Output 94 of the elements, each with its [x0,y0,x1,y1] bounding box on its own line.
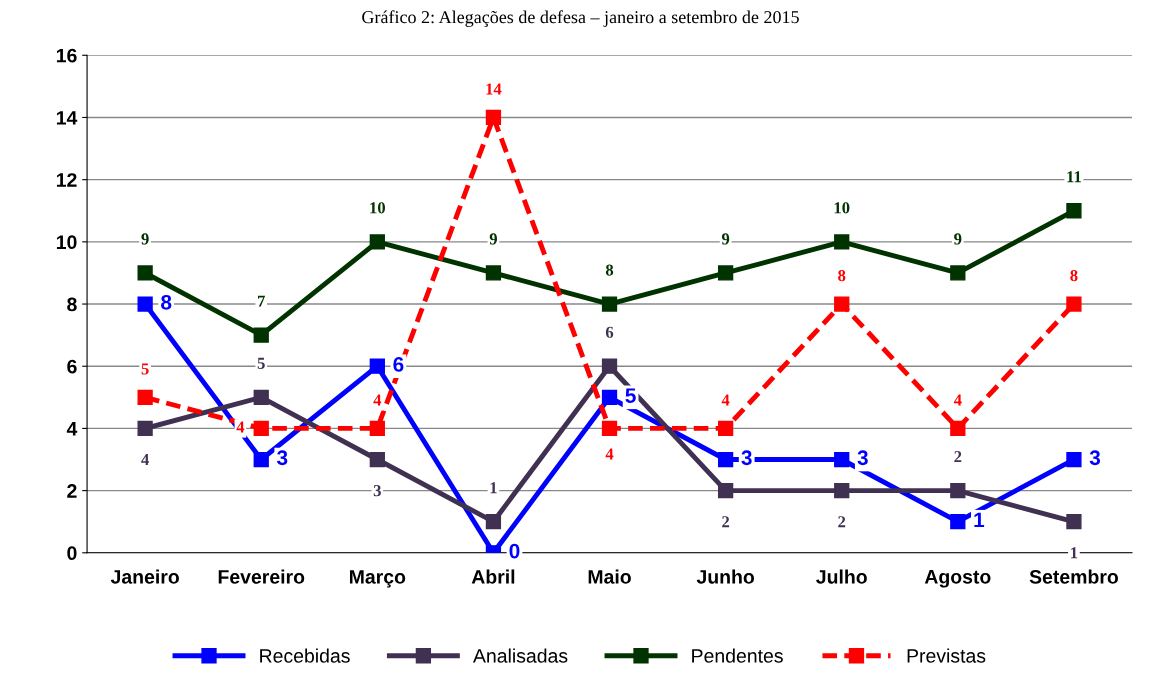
point [601,420,618,437]
legend-label: Previstas [907,648,986,663]
y-tick-label: 14 [56,111,78,125]
point [137,296,153,312]
point [834,234,850,250]
data-label: 11 [1067,171,1081,183]
data-label: 0 [509,543,520,559]
x-tick-label: Janeiro [110,569,179,584]
y-tick-label: 0 [67,546,77,561]
point [485,514,502,530]
data-label: 10 [834,202,850,214]
point [253,327,269,343]
point [950,265,966,281]
y-tick-label: 10 [56,235,77,250]
point [1066,203,1082,219]
data-label: 8 [161,294,172,310]
point [253,389,269,405]
data-label: 3 [857,450,868,466]
point [485,109,502,126]
point [717,265,734,281]
legend-label: Recebidas [260,648,350,663]
point [601,389,618,405]
chart-title: Gráfico 2: Alegações de defesa – janeiro a setembro de 2015 [362,10,799,27]
data-label: 2 [722,516,730,528]
data-label: 3 [1089,450,1101,466]
data-label: 4 [141,454,149,465]
point [137,420,153,437]
data-label: 6 [393,357,404,372]
x-tick-label: Agosto [924,570,991,588]
point [137,265,153,281]
data-label: 5 [141,363,149,375]
data-label: 10 [370,202,386,214]
x-tick-label: Março [349,570,406,588]
data-label: 8 [838,269,846,282]
data-label: 4 [373,394,382,406]
data-label: 2 [954,451,962,463]
y-tick-label: 4 [66,422,78,436]
data-label: 4 [721,394,730,406]
point [717,482,734,499]
point [1066,296,1082,312]
point [1066,451,1082,468]
point [369,358,385,374]
data-label: 9 [721,233,730,245]
point [834,482,850,499]
y-tick-label: 16 [56,48,77,63]
y-tick-label: 12 [56,173,77,187]
y-tick-label: 6 [67,359,77,374]
y-tick-label: 8 [67,297,77,312]
data-label: 3 [276,450,288,466]
point [369,451,385,468]
data-label: 7 [258,295,265,307]
data-label: 6 [605,326,614,338]
data-label: 8 [1070,269,1078,282]
point [1066,514,1082,530]
point [717,451,734,468]
point [834,296,850,312]
data-label: 9 [954,233,962,245]
data-label: 4 [605,448,614,460]
data-label: 1 [1071,547,1078,559]
data-label: 14 [486,83,502,95]
point [950,420,966,437]
x-tick-label: Maio [588,569,631,584]
point [369,420,385,437]
legend-label: Analisadas [473,648,568,663]
data-label: 9 [489,233,497,245]
data-label: 3 [741,450,752,466]
point [253,451,269,468]
x-tick-label: Junho [696,569,755,584]
point [601,358,618,374]
data-label: 5 [625,388,636,403]
data-label: 8 [605,264,614,276]
data-label: 1 [490,482,497,494]
point [485,265,502,281]
point [369,234,385,250]
data-label: 4 [236,421,245,433]
y-tick-label: 2 [67,484,77,498]
point [950,482,966,499]
point [950,514,966,530]
x-tick-label: Setembro [1029,569,1119,584]
x-tick-label: Fevereiro [218,569,305,584]
point [717,420,734,437]
point [834,451,850,468]
data-label: 4 [953,394,962,406]
point [253,420,269,437]
point [601,296,618,312]
data-label: 2 [838,516,846,528]
data-label: 1 [974,512,985,528]
legend-label: Pendentes [692,648,783,663]
data-label: 5 [257,357,265,369]
x-tick-label: Julho [816,569,867,584]
point [137,389,153,405]
data-label: 3 [373,485,381,497]
data-label: 9 [141,233,149,245]
x-tick-label: Abril [471,569,515,584]
